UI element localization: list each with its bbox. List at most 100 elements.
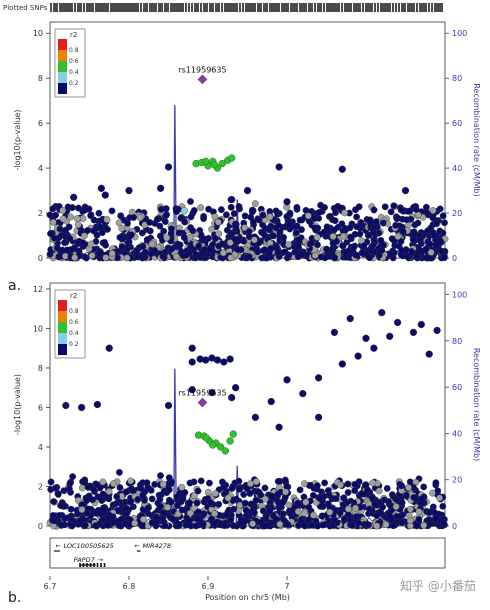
x-tick-label: 6.9: [202, 582, 215, 591]
snp-point: [362, 334, 370, 342]
snp-point: [293, 222, 301, 230]
snp-point: [50, 498, 58, 505]
snp-point: [123, 254, 131, 262]
snp-point: [382, 521, 390, 528]
snp-point: [138, 229, 146, 237]
snp-point: [141, 248, 149, 256]
snp-point: [341, 249, 349, 257]
snp-point: [202, 356, 210, 364]
snp-tick-gap: [190, 3, 191, 12]
snp-point: [274, 249, 282, 257]
snp-point: [71, 254, 79, 261]
snp-point: [192, 250, 200, 258]
snp-tick-gap: [184, 3, 185, 12]
snp-point: [108, 249, 116, 257]
snp-point: [283, 376, 291, 384]
snp-point: [401, 186, 410, 195]
snp-point: [294, 508, 302, 515]
snp-point: [429, 207, 437, 214]
snp-point: [387, 250, 395, 258]
snp-point: [127, 477, 135, 485]
snp-point: [188, 386, 196, 394]
snp-point: [178, 483, 186, 491]
snp-point: [331, 254, 339, 262]
snp-point: [221, 522, 228, 529]
snp-point: [87, 240, 95, 248]
snp-point: [390, 202, 398, 210]
snp-point: [388, 506, 395, 514]
snp-point: [164, 503, 172, 511]
snp-point: [207, 499, 215, 506]
snp-point: [50, 517, 58, 525]
lead-snp-marker: [197, 74, 208, 85]
snp-point: [217, 206, 225, 214]
snp-point: [431, 232, 438, 240]
snp-point: [101, 191, 109, 199]
snp-point: [139, 491, 147, 499]
snp-point: [66, 235, 74, 242]
snp-point: [370, 344, 378, 352]
y2-tick-label: 20: [452, 209, 462, 218]
snp-point: [58, 522, 65, 529]
y2-tick-label: 80: [452, 74, 462, 83]
snp-point: [352, 504, 359, 512]
snp-point: [310, 511, 317, 519]
legend-label: 0.4: [69, 69, 79, 76]
snp-point: [263, 254, 271, 262]
snp-point: [117, 212, 125, 220]
snp-point: [118, 243, 126, 251]
snp-point: [236, 520, 244, 527]
snp-point: [115, 219, 123, 227]
snp-point: [315, 374, 323, 382]
snp-point: [232, 224, 240, 232]
snp-point: [299, 390, 307, 398]
snp-point: [61, 239, 68, 247]
snp-point: [283, 198, 291, 206]
snp-point: [164, 401, 173, 410]
snp-point: [375, 229, 383, 237]
snp-point: [282, 488, 289, 496]
snp-point: [80, 232, 88, 240]
snp-point: [156, 222, 164, 230]
y2-tick-label: 80: [452, 337, 462, 346]
snp-point: [338, 165, 346, 173]
snp-point: [77, 403, 86, 412]
snp-point: [69, 522, 76, 529]
snp-point: [241, 212, 249, 220]
snp-point: [403, 253, 411, 260]
snp-tick-gap: [139, 3, 140, 12]
gene-exon: [103, 563, 106, 567]
snp-point: [236, 485, 243, 493]
watermark: 知乎 @小番茄: [400, 579, 476, 593]
y-axis-title: -log10(p-value): [13, 374, 22, 435]
snp-point: [205, 479, 213, 487]
snp-point: [148, 495, 156, 503]
snp-point: [60, 487, 68, 495]
x-tick-label: 7: [284, 582, 289, 591]
snp-point: [83, 509, 91, 517]
snp-tick-gap: [268, 3, 269, 12]
snp-point: [265, 226, 273, 234]
snp-tick-gap: [109, 3, 110, 12]
y-tick-label: 6: [38, 119, 43, 128]
snp-track-bar: Plotted SNPs: [3, 3, 443, 12]
snp-point: [408, 248, 416, 256]
snp-point: [348, 521, 356, 529]
y-tick-label: 0: [38, 522, 43, 531]
snp-tick-gap: [433, 3, 434, 12]
snp-tick-gap: [322, 3, 323, 12]
snp-point: [251, 413, 260, 421]
snp-point: [175, 229, 183, 237]
snp-point: [247, 480, 254, 487]
legend-label: 0.6: [69, 319, 79, 326]
snp-point: [433, 326, 441, 335]
snp-point: [280, 510, 287, 518]
snp-point: [428, 489, 436, 497]
snp-point: [139, 242, 147, 250]
snp-point: [255, 216, 263, 224]
snp-point: [199, 521, 207, 528]
snp-point: [144, 504, 152, 512]
snp-point: [332, 495, 340, 503]
legend-swatch: [58, 50, 67, 61]
snp-point: [109, 501, 117, 509]
